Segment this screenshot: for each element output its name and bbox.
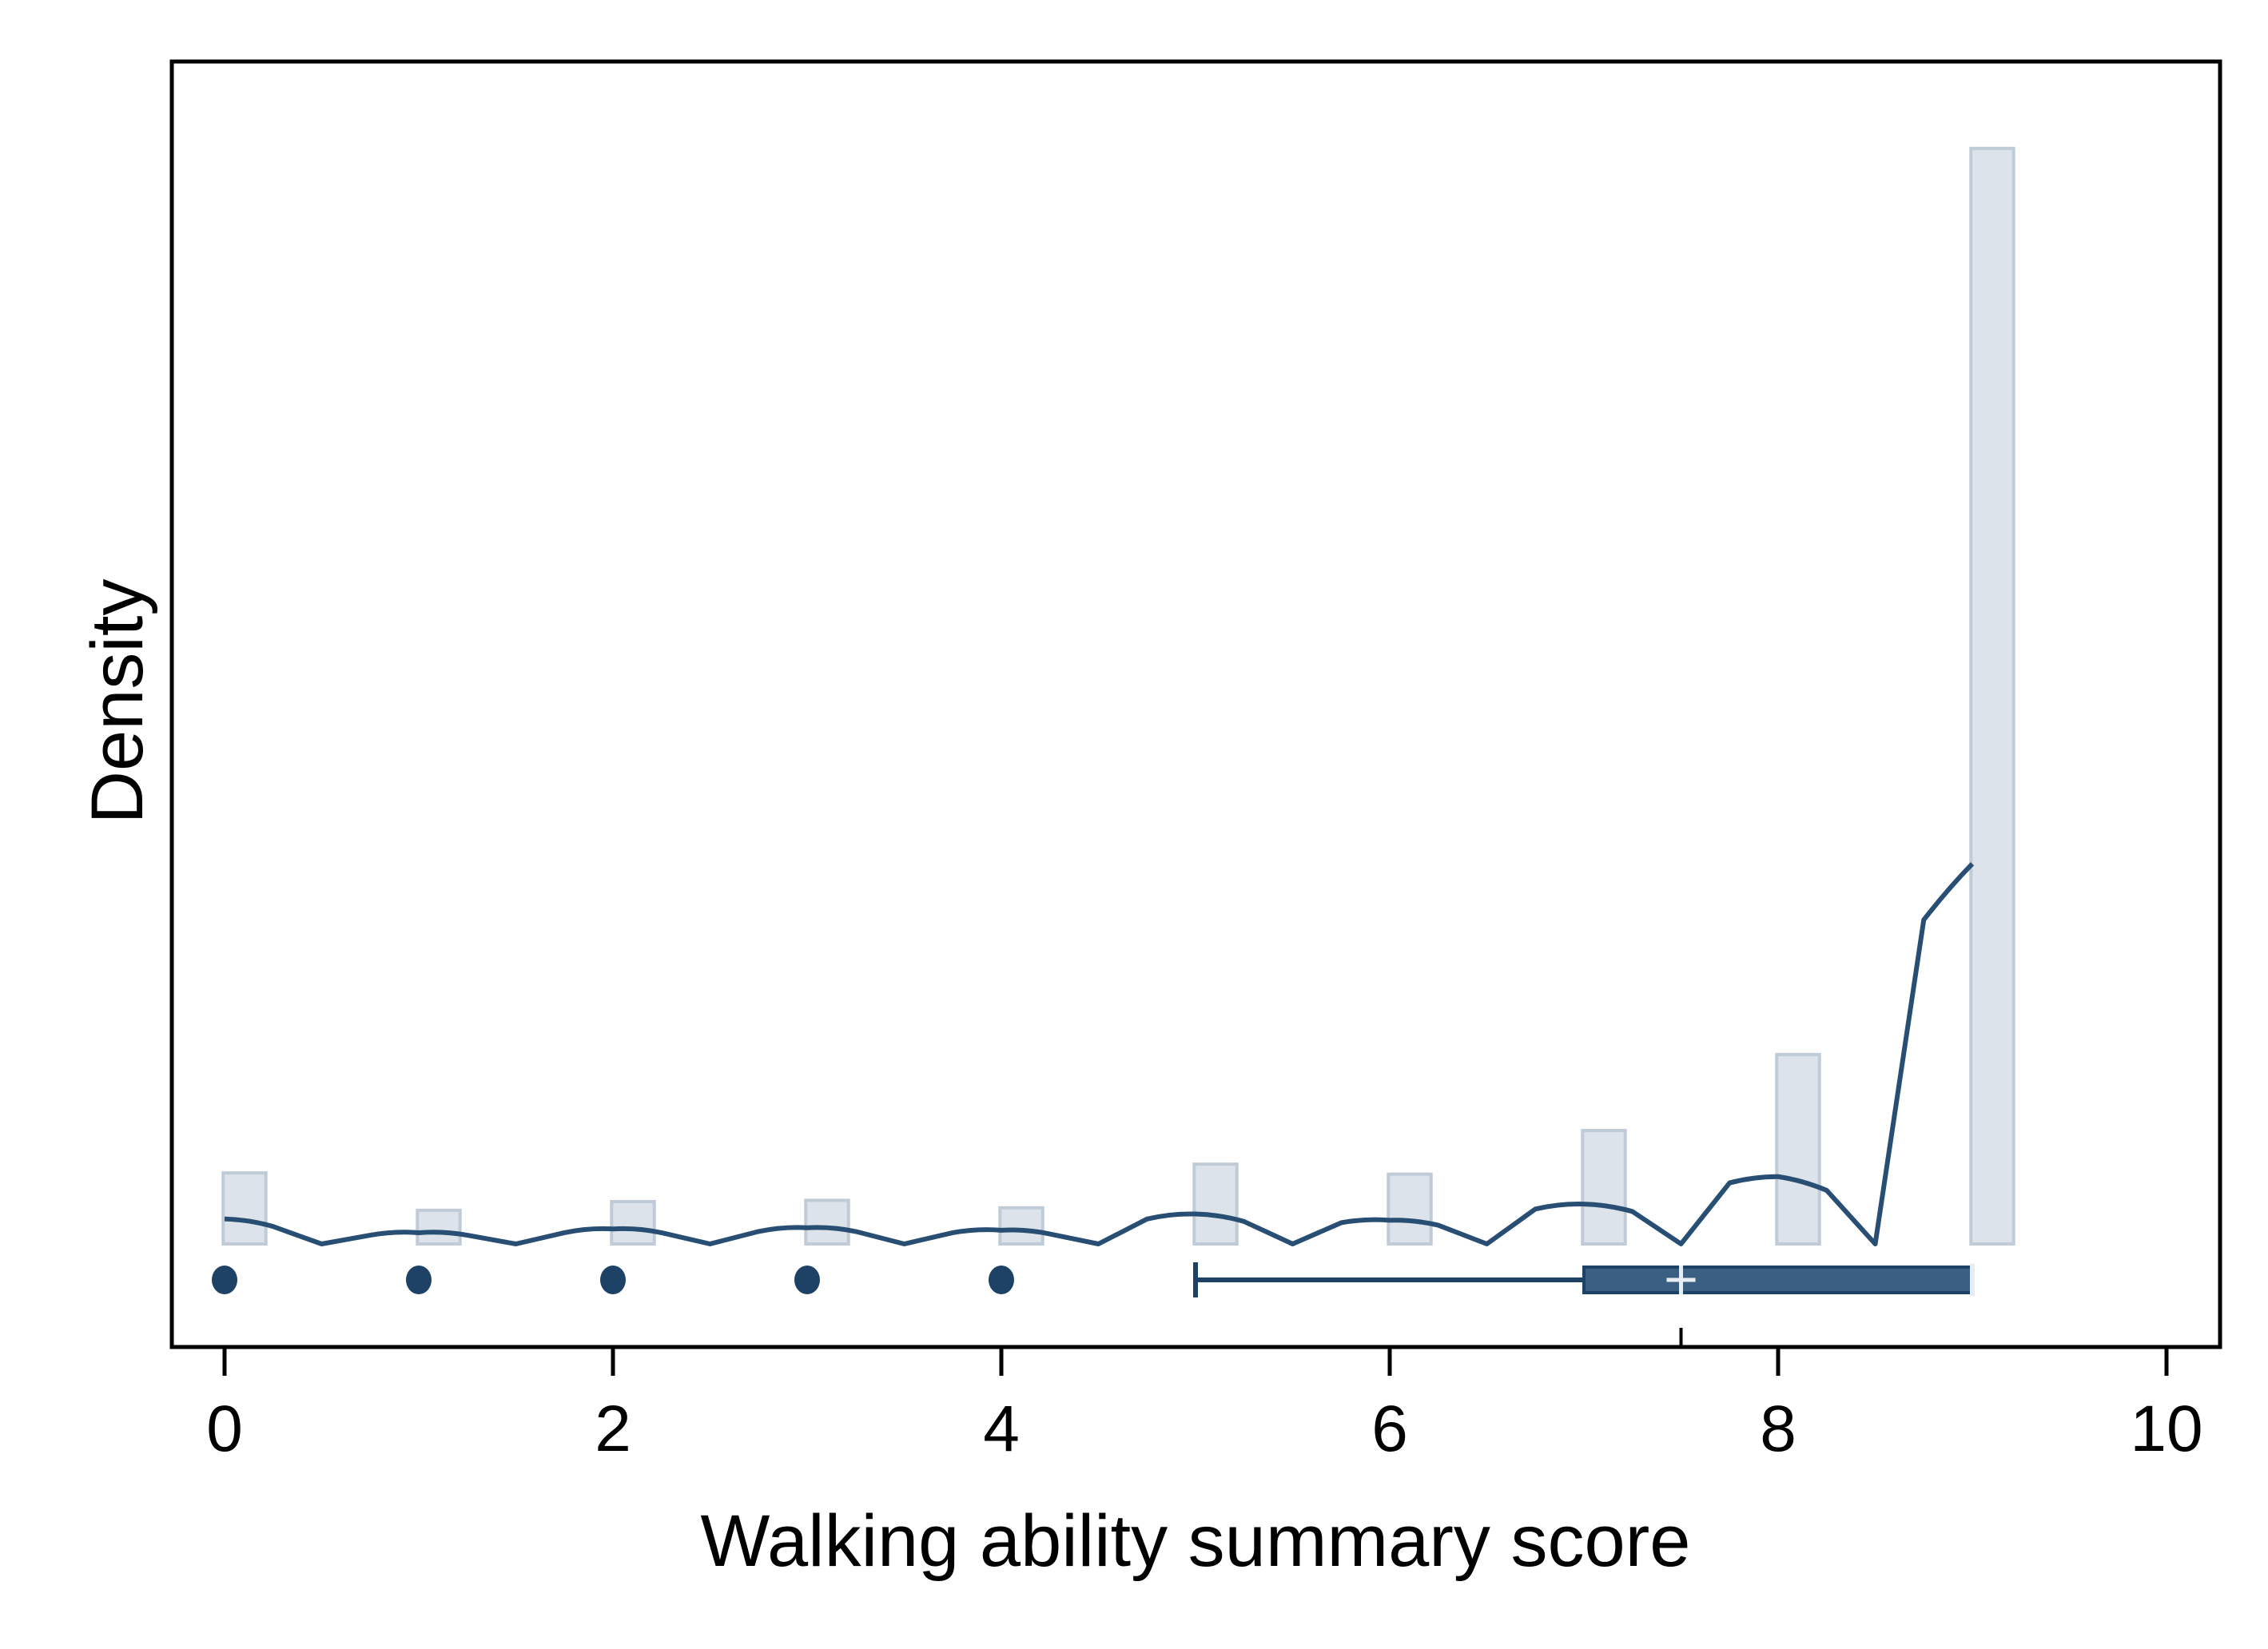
histogram-bar bbox=[1775, 1052, 1821, 1246]
histogram-bar bbox=[1387, 1172, 1433, 1246]
histogram-bar bbox=[221, 1171, 268, 1246]
density-curve-layer bbox=[224, 862, 1975, 1246]
histogram-bar bbox=[1969, 146, 2015, 1246]
boxplot-layer bbox=[212, 1262, 1975, 1347]
histogram-bar bbox=[1581, 1129, 1627, 1246]
histogram-bar bbox=[1192, 1162, 1239, 1246]
histogram-bars bbox=[221, 146, 2015, 1246]
boxplot-outlier bbox=[989, 1266, 1014, 1294]
x-tick-label: 8 bbox=[1760, 1393, 1796, 1465]
x-axis-title: Walking ability summary score bbox=[701, 1500, 1691, 1582]
x-tick-label: 2 bbox=[595, 1393, 631, 1465]
boxplot-outlier bbox=[406, 1266, 432, 1294]
boxplot-outlier bbox=[600, 1266, 626, 1294]
x-tick-label: 6 bbox=[1371, 1393, 1408, 1465]
histogram-bar bbox=[804, 1198, 850, 1246]
x-axis: 0 2 4 6 8 10 bbox=[206, 1347, 2203, 1465]
histogram-bar bbox=[998, 1206, 1044, 1246]
x-tick-label: 10 bbox=[2130, 1393, 2202, 1465]
histogram-bar bbox=[416, 1208, 462, 1246]
boxplot-outlier bbox=[794, 1266, 820, 1294]
x-tick-label: 4 bbox=[983, 1393, 1020, 1465]
y-axis-title: Density bbox=[77, 579, 158, 824]
boxplot-outlier bbox=[212, 1266, 237, 1294]
plot-frame bbox=[169, 59, 2222, 1349]
histogram-bar bbox=[610, 1199, 656, 1246]
x-tick-label: 0 bbox=[206, 1393, 243, 1465]
density-curve bbox=[224, 862, 1975, 1246]
boxplot-box bbox=[1582, 1266, 1974, 1294]
